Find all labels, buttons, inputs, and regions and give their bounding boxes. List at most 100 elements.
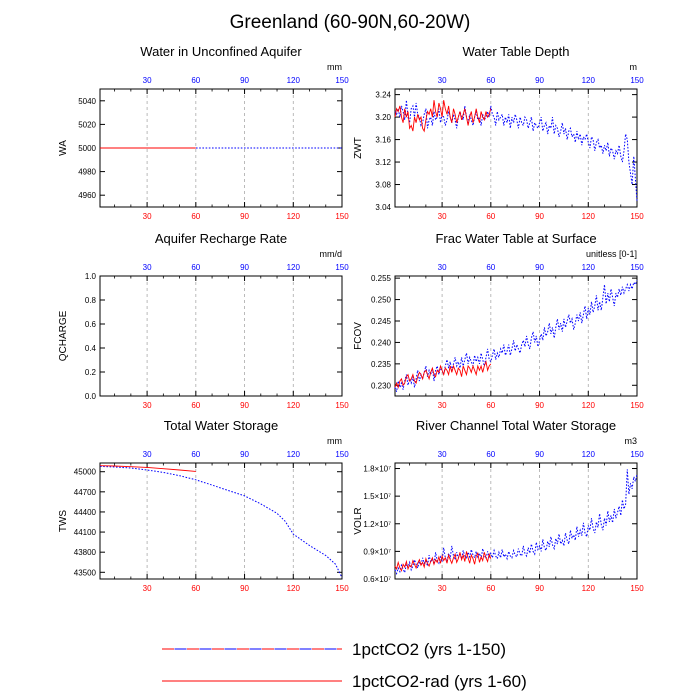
x-tick-label-bottom: 30 — [143, 401, 152, 410]
y-tick-label: 0.6×10⁷ — [363, 575, 391, 584]
panel-units: mm — [327, 62, 342, 72]
y-tick-label-mantissa: 0.6 — [363, 575, 375, 584]
x-tick-label-bottom: 90 — [535, 212, 544, 221]
plot-frame — [394, 88, 638, 208]
y-tick-label-mantissa: 1.2 — [363, 520, 375, 529]
y-tick-label: 4960 — [78, 191, 96, 200]
panel-aquifer-recharge-rate: Aquifer Recharge Rate mm/d 30 30 60 60 90 90 120… — [58, 231, 349, 410]
panel-title: Total Water Storage — [164, 418, 278, 433]
x-tick-label-top: 150 — [630, 450, 644, 459]
panel-title: River Channel Total Water Storage — [416, 418, 616, 433]
series-line-1pctco2-rad — [394, 360, 492, 389]
x-tick-label-bottom: 60 — [191, 212, 200, 221]
x-tick-label-top: 60 — [191, 450, 200, 459]
y-tick-label: 1.2×10⁷ — [363, 520, 391, 529]
panel-water-in-unconfined-aquifer: Water in Unconfined Aquifer mm 30 30 60 60 90 9… — [58, 44, 349, 221]
series-line-1pctco2 — [99, 465, 343, 578]
panel-units: mm — [327, 436, 342, 446]
panel-units: m — [630, 62, 638, 72]
x-tick-label-top: 60 — [191, 76, 200, 85]
figure-title: Greenland (60-90N,60-20W) — [230, 12, 471, 33]
x-tick-label-top: 150 — [630, 263, 644, 272]
series-line-1pctco2-rad — [394, 100, 492, 133]
y-tick-label: 0.0 — [85, 392, 97, 401]
series-line-1pctco2 — [394, 280, 638, 392]
x-tick-label-top: 30 — [143, 76, 152, 85]
panel-frac-water-table-at-surface: Frac Water Table at Surface unitless [0-1… — [353, 231, 644, 410]
y-tick-label: 0.230 — [371, 381, 392, 390]
plot-frame — [394, 275, 638, 397]
y-tick-label: 0.6 — [85, 320, 97, 329]
y-axis-label: WA — [58, 140, 69, 156]
y-tick-label: 3.16 — [375, 136, 391, 145]
x-tick-label-top: 120 — [287, 263, 301, 272]
x-tick-label-bottom: 150 — [335, 401, 349, 410]
x-tick-label-top: 150 — [335, 76, 349, 85]
panel-total-water-storage: Total Water Storage mm 30 30 60 60 90 90 120 120 1… — [58, 418, 349, 593]
x-tick-label-top: 90 — [535, 263, 544, 272]
panel-title: Aquifer Recharge Rate — [155, 231, 287, 246]
y-tick-label-mantissa: 1.8 — [363, 465, 375, 474]
y-tick-label: 0.245 — [371, 317, 392, 326]
y-tick-label: 0.2 — [85, 368, 97, 377]
x-tick-label-bottom: 150 — [630, 212, 644, 221]
x-tick-label-bottom: 120 — [287, 401, 301, 410]
legend-label-1pctco2-rad: 1pctCO2-rad (yrs 1-60) — [352, 672, 527, 691]
x-tick-label-top: 120 — [582, 450, 596, 459]
y-tick-label-mantissa: 0.9 — [363, 547, 375, 556]
x-tick-label-top: 30 — [438, 76, 447, 85]
x-tick-label-top: 90 — [240, 450, 249, 459]
x-tick-label-bottom: 90 — [240, 401, 249, 410]
series-line-1pctco2 — [394, 100, 638, 202]
y-tick-label: 0.235 — [371, 360, 392, 369]
y-tick-label: 1.8×10⁷ — [363, 465, 391, 474]
y-axis-label: QCHARGE — [58, 310, 69, 361]
x-tick-label-top: 30 — [143, 450, 152, 459]
y-tick-label: 0.255 — [371, 274, 392, 283]
y-tick-label: 1.0 — [85, 272, 97, 281]
x-tick-label-bottom: 30 — [143, 212, 152, 221]
x-tick-label-bottom: 120 — [287, 584, 301, 593]
x-tick-label-top: 120 — [582, 263, 596, 272]
y-tick-label: 3.20 — [375, 113, 391, 122]
y-tick-label: 43500 — [74, 568, 97, 577]
series-line-1pctco2 — [394, 469, 638, 575]
y-axis-label: ZWT — [353, 137, 364, 159]
panel-units: m3 — [624, 436, 637, 446]
y-tick-label: 0.250 — [371, 296, 392, 305]
x-tick-label-bottom: 30 — [438, 212, 447, 221]
series-line-1pctco2-rad — [394, 551, 492, 572]
x-tick-label-bottom: 90 — [535, 584, 544, 593]
x-tick-label-top: 120 — [582, 76, 596, 85]
x-tick-label-top: 150 — [335, 263, 349, 272]
y-tick-label: 5000 — [78, 144, 96, 153]
x-tick-label-top: 150 — [630, 76, 644, 85]
x-tick-label-bottom: 90 — [240, 584, 249, 593]
panel-river-channel-total-water-storage: River Channel Total Water Storage m3 30 30 6… — [353, 418, 644, 593]
x-tick-label-top: 60 — [191, 263, 200, 272]
y-tick-label: 0.240 — [371, 338, 392, 347]
y-tick-label: 3.24 — [375, 91, 391, 100]
legend: 1pctCO2 (yrs 1-150) 1pctCO2-rad (yrs 1-6… — [162, 640, 527, 691]
legend-label-1pctco2: 1pctCO2 (yrs 1-150) — [352, 640, 506, 659]
panel-title: Water Table Depth — [463, 44, 570, 59]
x-tick-label-bottom: 60 — [486, 212, 495, 221]
x-tick-label-bottom: 120 — [582, 401, 596, 410]
x-tick-label-top: 30 — [143, 263, 152, 272]
x-tick-label-bottom: 120 — [287, 212, 301, 221]
y-tick-label: 44400 — [74, 508, 97, 517]
x-tick-label-bottom: 90 — [535, 401, 544, 410]
panel-title: Frac Water Table at Surface — [435, 231, 596, 246]
y-tick-label: 3.04 — [375, 203, 391, 212]
y-tick-label: 0.4 — [85, 344, 97, 353]
panel-title: Water in Unconfined Aquifer — [140, 44, 302, 59]
x-tick-label-bottom: 60 — [191, 401, 200, 410]
panels-group: Water in Unconfined Aquifer mm 30 30 60 60 90 9… — [58, 44, 644, 593]
panel-units: unitless [0-1] — [586, 249, 637, 259]
x-tick-label-bottom: 90 — [240, 212, 249, 221]
x-tick-label-bottom: 60 — [486, 584, 495, 593]
y-tick-label: 0.9×10⁷ — [363, 547, 391, 556]
y-tick-label: 45000 — [74, 468, 97, 477]
x-tick-label-bottom: 30 — [438, 584, 447, 593]
